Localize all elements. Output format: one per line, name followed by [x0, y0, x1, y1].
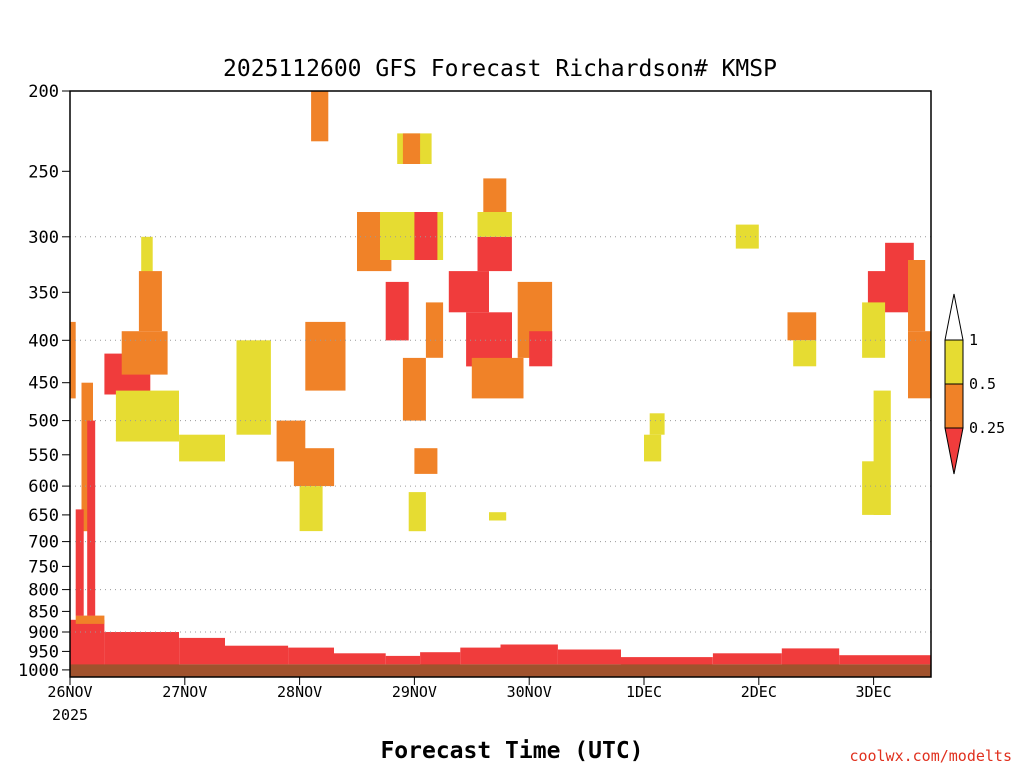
- plot-area: [69, 90, 932, 678]
- ri-cell-yellow: [644, 434, 662, 462]
- ri-cell-red: [781, 648, 840, 665]
- colorbar-segment-above-1: [944, 293, 964, 341]
- ri-cell-yellow: [862, 302, 886, 358]
- chart-title: 2025112600 GFS Forecast Richardson# KMSP: [223, 56, 777, 82]
- ri-cell-red: [288, 647, 334, 665]
- plot-frame: [69, 90, 932, 678]
- ri-cell-orange: [414, 448, 438, 474]
- x-axis-title: Forecast Time (UTC): [380, 738, 643, 764]
- ri-cell-red: [420, 652, 461, 665]
- ri-cell-red: [839, 655, 931, 665]
- y-tick-label: 850: [28, 602, 59, 622]
- y-tick-label: 800: [28, 581, 59, 601]
- ri-cell-red: [529, 331, 553, 367]
- y-tick-label: 650: [28, 506, 59, 526]
- x-tick-label: 2DEC: [741, 683, 777, 701]
- colorbar-segment-0.5-1: [944, 339, 964, 385]
- x-tick-label: 27NOV: [162, 683, 207, 701]
- ri-cell-red: [334, 653, 386, 665]
- ri-cell-orange: [908, 331, 931, 399]
- credit-text: coolwx.com/modelts: [849, 747, 1012, 765]
- ri-cell-yellow: [862, 461, 880, 515]
- ri-cell-orange: [402, 357, 426, 421]
- y-tick-label: 350: [28, 283, 59, 303]
- ri-cell-yellow: [299, 486, 323, 532]
- y-tick-label: 700: [28, 533, 59, 553]
- ri-cell-red: [179, 637, 225, 665]
- ground-surface: [70, 664, 931, 677]
- ri-cell-red: [466, 312, 512, 367]
- y-tick-label: 600: [28, 477, 59, 497]
- ri-cell-orange: [121, 331, 168, 375]
- ri-cell-red: [385, 655, 421, 665]
- ri-cell-red: [500, 644, 558, 665]
- ri-cell-yellow: [489, 512, 507, 521]
- colorbar-segment-below-0.25: [944, 427, 964, 475]
- ri-cell-red: [621, 657, 713, 665]
- ri-cell-red: [225, 645, 289, 665]
- ri-cell-red: [448, 271, 489, 313]
- x-axis: 26NOV 27NOV 28NOV 29NOV 30NOV 1DEC 2DEC 3DEC: [47, 677, 892, 701]
- y-tick-label: 300: [28, 228, 59, 248]
- y-tick-label: 550: [28, 446, 59, 466]
- ri-cell-yellow: [179, 434, 225, 462]
- ri-cell-yellow: [477, 212, 512, 237]
- ri-cell-red: [712, 653, 782, 665]
- ri-cell-red: [414, 212, 438, 260]
- ri-cell-red: [75, 509, 84, 616]
- ri-cell-yellow: [115, 390, 179, 442]
- y-tick-label: 250: [28, 162, 59, 182]
- ri-cell-orange: [787, 312, 817, 341]
- ri-cell-orange: [402, 133, 421, 164]
- ri-cell-yellow: [408, 492, 426, 532]
- y-tick-label: 400: [28, 331, 59, 351]
- x-tick-label: 1DEC: [626, 683, 662, 701]
- ri-cell-yellow: [793, 340, 817, 367]
- x-year-label: 2025: [52, 706, 88, 724]
- colorbar-label: 1: [969, 331, 978, 349]
- y-tick-label: 950: [28, 642, 59, 662]
- y-tick-label: 750: [28, 557, 59, 577]
- y-tick-label: 900: [28, 623, 59, 643]
- x-tick-label: 28NOV: [277, 683, 322, 701]
- y-tick-label: 500: [28, 412, 59, 432]
- colorbar-segment-0.25-0.5: [944, 383, 964, 429]
- ri-cell-red: [87, 420, 96, 616]
- ri-cell-orange: [293, 448, 335, 487]
- data-cells: [70, 91, 931, 665]
- ri-cell-orange: [138, 271, 162, 332]
- x-tick-label: 26NOV: [47, 683, 92, 701]
- ri-cell-orange: [70, 321, 76, 399]
- ri-cell-yellow: [649, 413, 665, 435]
- colorbar-label: 0.25: [969, 419, 1005, 437]
- x-tick-label: 3DEC: [856, 683, 892, 701]
- ri-cell-orange: [483, 178, 507, 212]
- ri-cell-orange: [471, 357, 524, 399]
- ri-cell-red: [477, 236, 512, 272]
- x-tick-label: 29NOV: [392, 683, 437, 701]
- ri-cell-red: [104, 632, 179, 665]
- ri-cell-orange: [311, 91, 329, 142]
- y-tick-label: 450: [28, 374, 59, 394]
- ri-cell-red: [557, 649, 621, 665]
- ri-cell-orange: [305, 321, 346, 391]
- ri-cell-red: [385, 281, 409, 341]
- colorbar: 1 0.5 0.25: [944, 293, 1005, 475]
- ri-cell-red: [460, 647, 501, 665]
- y-tick-label: 1000: [18, 661, 59, 681]
- ri-cell-yellow: [236, 340, 271, 435]
- y-tick-label: 200: [28, 82, 59, 102]
- ri-cell-yellow: [735, 224, 759, 249]
- ri-cell-orange: [908, 260, 926, 332]
- x-tick-label: 30NOV: [507, 683, 552, 701]
- ri-cell-yellow: [141, 236, 153, 282]
- y-axis: 200 250 300 350 400 450 500 550 600 650 700 750 8008…: [18, 82, 70, 681]
- ri-cell-red: [70, 619, 105, 665]
- colorbar-label: 0.5: [969, 375, 996, 393]
- ri-cell-orange: [425, 302, 444, 358]
- ri-cell-orange: [75, 615, 105, 624]
- gridlines: [70, 236, 931, 633]
